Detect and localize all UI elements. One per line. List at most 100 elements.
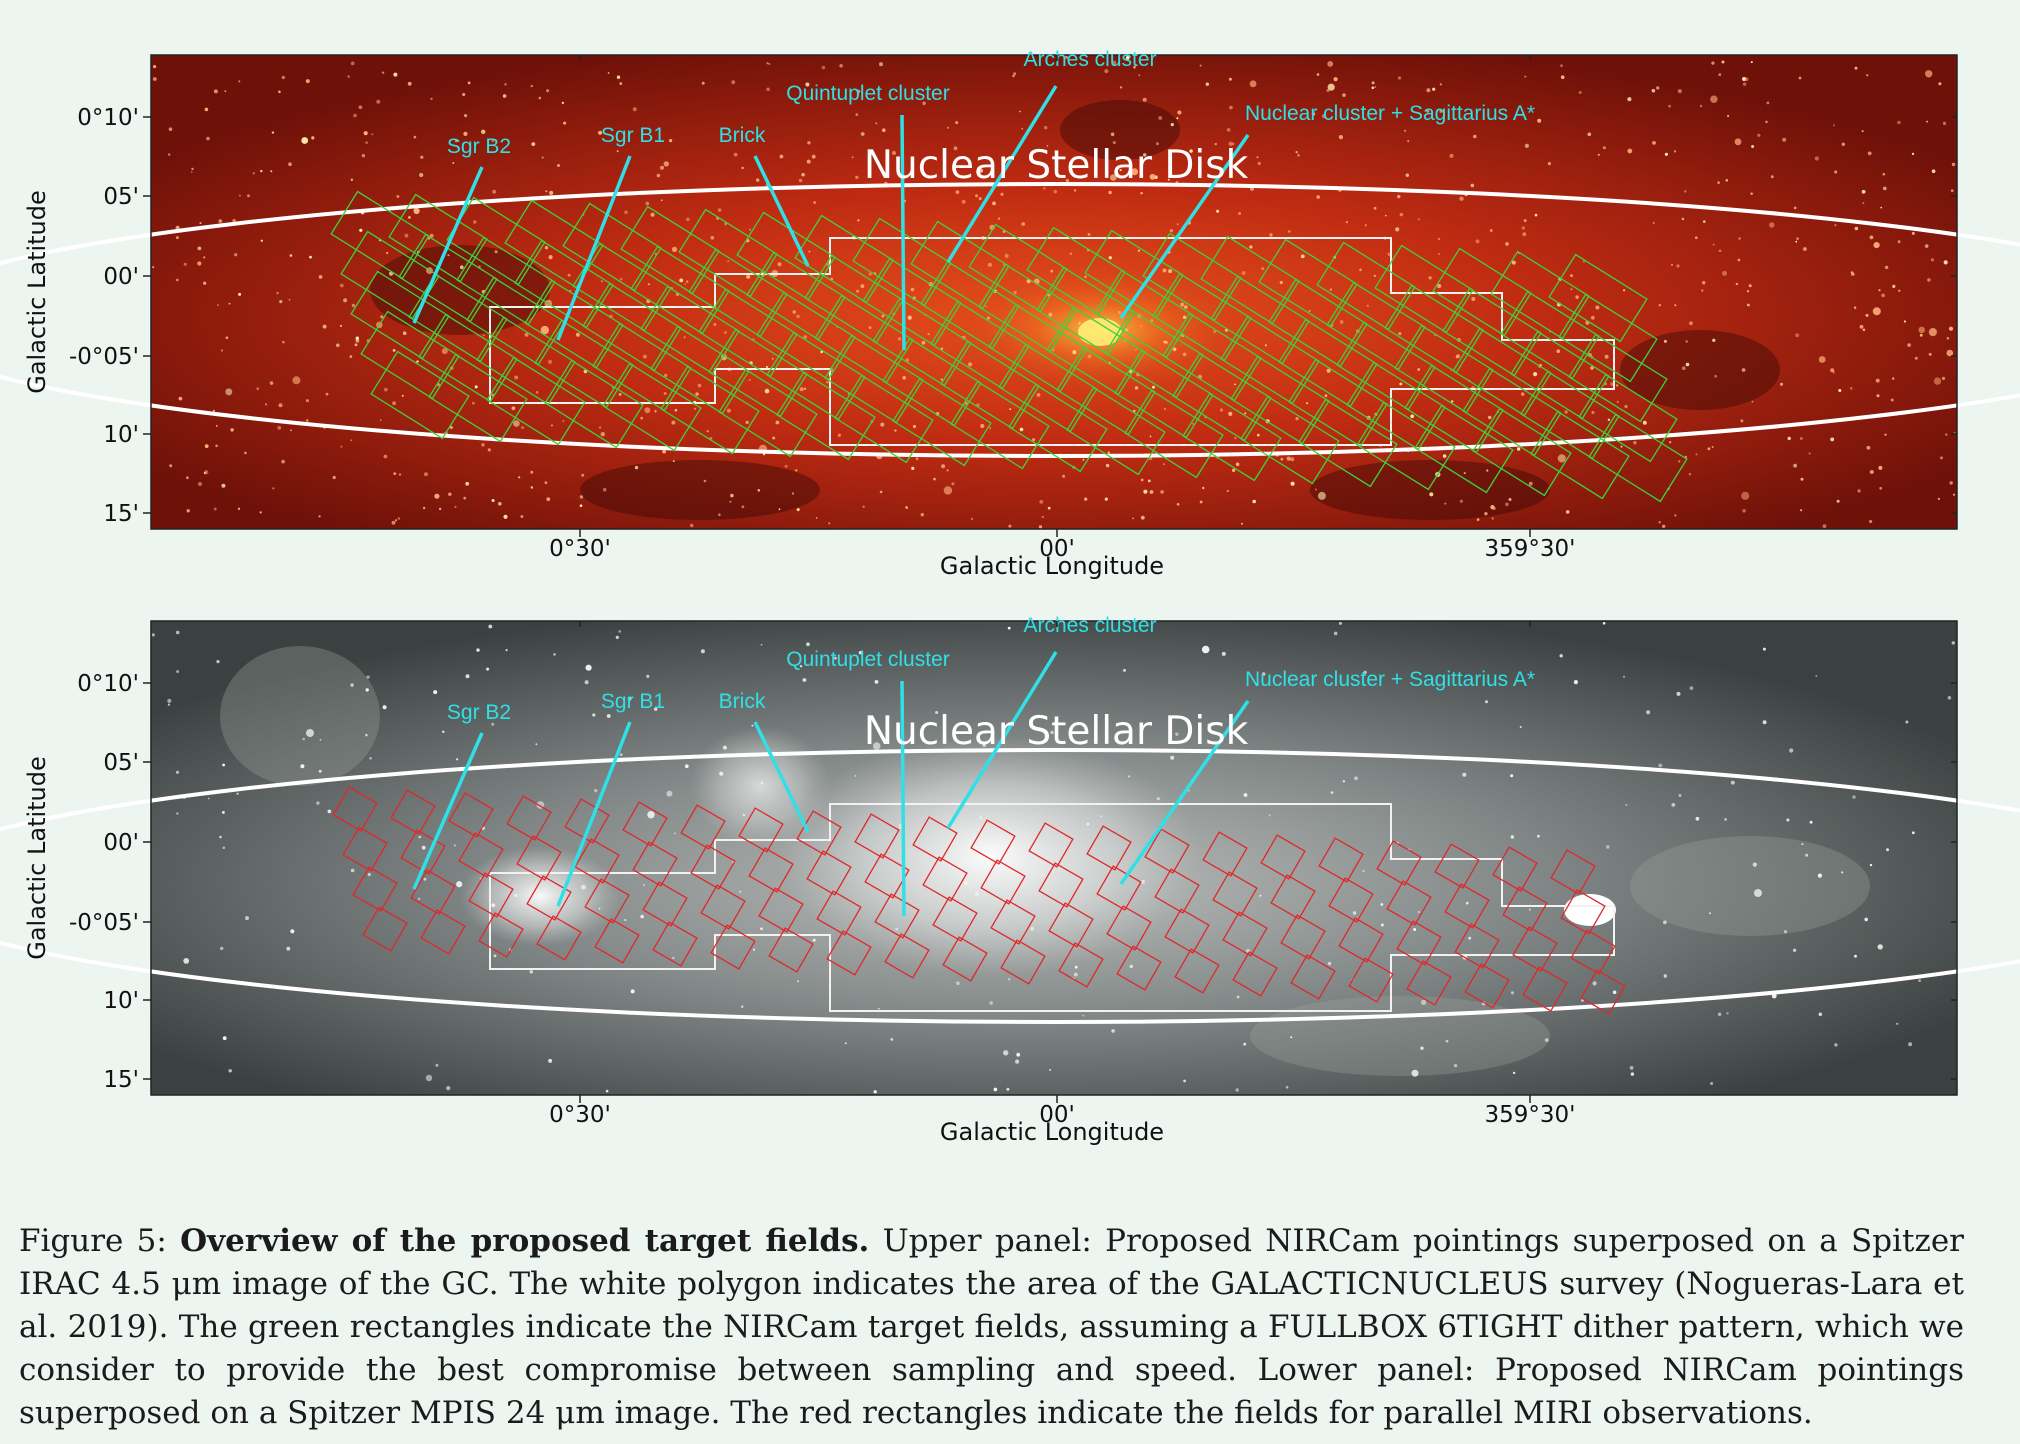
nircam-field [940, 340, 1040, 430]
x-tick-label: 359°30' [1485, 1102, 1576, 1128]
nircam-field [1394, 324, 1494, 414]
miri-field [536, 915, 582, 961]
miri-field [1270, 874, 1316, 920]
annotation-label: Brick [719, 690, 766, 713]
miri-field [816, 890, 862, 936]
miri-field [1464, 963, 1510, 1009]
upper-figure: Sgr B2 Sgr B1 Brick Quintuplet cluster Arche… [0, 48, 2020, 580]
miri-field [584, 878, 630, 924]
miri-field [1406, 960, 1452, 1006]
miri-field [1348, 957, 1394, 1003]
nircam-field [1356, 401, 1456, 491]
nircam-field [562, 202, 662, 292]
miri-field [652, 921, 698, 967]
miri-field [516, 835, 562, 881]
x-tick-label: 0°30' [549, 1102, 611, 1128]
miri-field [1174, 948, 1220, 994]
nircam-field [408, 273, 508, 363]
miri-field [1338, 917, 1384, 963]
nircam-field [1056, 346, 1156, 436]
caption-text: Upper panel: Proposed NIRCam pointings s… [19, 1223, 1964, 1431]
star-field [151, 621, 1956, 1094]
miri-field [854, 813, 900, 859]
nircam-field [630, 245, 730, 335]
nircam-field [1288, 358, 1388, 448]
y-axis-ticks: 0°10' 05' 00' -0°05' 10' 15' [69, 105, 1957, 527]
nircam-field [466, 276, 566, 366]
nircam-field [968, 223, 1068, 313]
nircam-field [1442, 287, 1542, 377]
nircam-field [766, 331, 866, 421]
nircam-field [1182, 392, 1282, 482]
miri-field [1580, 969, 1626, 1015]
miri-field [448, 792, 494, 838]
miri-field [410, 869, 456, 915]
nircam-field [776, 371, 876, 461]
miri-field [1550, 849, 1596, 895]
miri-field [506, 795, 552, 841]
miri-field [922, 856, 968, 902]
miri-field [1164, 908, 1210, 954]
nircam-field [950, 380, 1050, 470]
annotations: Sgr B2 Sgr B1 Brick Quintuplet cluster Arche… [412, 48, 1535, 351]
x-axis-label: Galactic Longitude [940, 552, 1164, 580]
miri-field [352, 866, 398, 912]
nircam-field [1374, 244, 1474, 334]
nircam-field [814, 294, 914, 384]
miri-field [1290, 954, 1336, 1000]
annotation-pointer [946, 651, 1058, 829]
plot-frame [150, 54, 1958, 530]
y-tick-label: 0°10' [77, 671, 139, 697]
nircam-field [688, 248, 788, 338]
annotation-pointer [1119, 700, 1250, 885]
plot-frame [150, 620, 1958, 1096]
nuclear-stellar-disk-ellipse [0, 748, 2020, 1024]
nircam-field [1588, 413, 1688, 503]
nircam-field [1152, 272, 1252, 362]
nircam-field [620, 205, 720, 295]
annotation-pointer [753, 155, 810, 267]
miri-field [342, 826, 388, 872]
miri-field [1376, 840, 1422, 886]
y-tick-label: 0°10' [77, 105, 139, 131]
nircam-field [1548, 253, 1648, 343]
nircam-field [640, 285, 740, 375]
annotation-label: Quintuplet cluster [786, 648, 949, 671]
nircam-field [920, 260, 1020, 350]
nircam-field [882, 337, 982, 427]
nircam-field [486, 356, 586, 446]
nircam-field [660, 365, 760, 455]
annotation-pointer [900, 680, 906, 917]
nuclear-stellar-disk-ellipse [0, 182, 2020, 458]
nircam-field [736, 211, 836, 301]
nircam-field [1210, 275, 1310, 365]
miri-field [332, 786, 378, 832]
miri-field [806, 850, 852, 896]
miri-field [390, 789, 436, 835]
annotation-label: Nuclear cluster + Sagittarius A* [1245, 102, 1535, 125]
annotation-pointer [412, 166, 484, 324]
miri-field [864, 853, 910, 899]
x-axis-ticks: 0°30' 00' 359°30' [549, 621, 1576, 1128]
miri-field [990, 899, 1036, 945]
miri-field [932, 896, 978, 942]
nircam-field [534, 319, 634, 409]
y-tick-label: 10' [103, 422, 139, 448]
y-tick-label: 05' [103, 184, 139, 210]
miri-field [980, 859, 1026, 905]
nircam-field [398, 233, 498, 323]
nircam-field [592, 322, 692, 412]
nircam-field [1558, 293, 1658, 383]
miri-field [1386, 880, 1432, 926]
miri-field [1000, 939, 1046, 985]
nircam-field [350, 270, 450, 360]
annotation-label: Sgr B2 [447, 701, 511, 724]
nircam-field [1568, 333, 1668, 423]
nircam-field [1316, 241, 1416, 331]
miri-field [1492, 846, 1538, 892]
nircam-field [1490, 250, 1590, 340]
annotation-label: Sgr B2 [447, 135, 511, 158]
nuclear-stellar-disk-label: Nuclear Stellar Disk [864, 709, 1249, 754]
miri-field [1260, 834, 1306, 880]
nircam-field [1220, 315, 1320, 405]
